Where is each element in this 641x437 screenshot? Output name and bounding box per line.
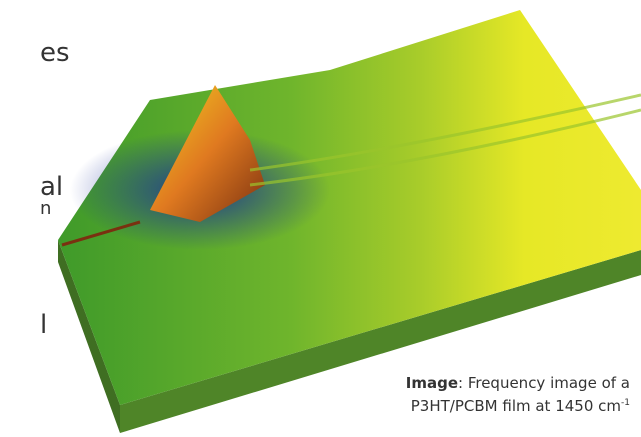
caption-text: P3HT/PCBM film at 1450 cm	[411, 397, 621, 415]
caption-superscript: -1	[621, 398, 630, 408]
caption: Image: Frequency image of a P3HT/PCBM fil…	[330, 373, 630, 416]
page: es al n l Image: Frequency image of aP3H…	[0, 0, 641, 437]
film-render	[0, 0, 641, 437]
caption-text: : Frequency image of a	[458, 374, 630, 392]
caption-label: Image	[406, 374, 458, 392]
